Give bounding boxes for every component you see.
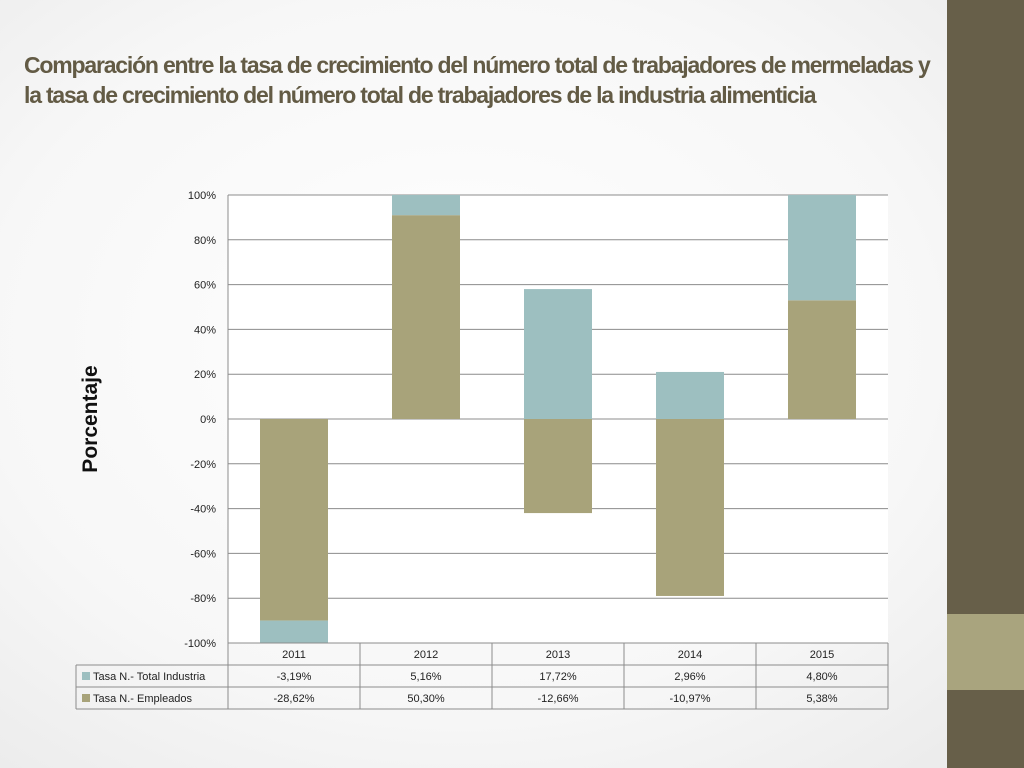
- legend-label: Tasa N.- Total Industria: [93, 671, 206, 683]
- y-tick-label: 100%: [188, 190, 216, 202]
- bar-tasa-n-total-industria-2014: [656, 371, 724, 419]
- y-tick-label: -40%: [190, 504, 216, 516]
- side-panel-dark-top: [947, 0, 1024, 614]
- slide-title: Comparación entre la tasa de crecimiento…: [24, 52, 931, 108]
- legend-swatch: [82, 672, 90, 680]
- bar-tasa-n-empleados-2011: [260, 419, 328, 621]
- data-label: 5,38%: [806, 693, 837, 705]
- y-tick-label: -60%: [190, 548, 216, 560]
- data-label: -28,62%: [274, 693, 315, 705]
- side-panel-dark-bottom: [947, 690, 1024, 768]
- y-tick-label: 80%: [194, 235, 216, 247]
- data-label: 50,30%: [407, 693, 445, 705]
- data-label: -12,66%: [538, 693, 579, 705]
- y-tick-label: 20%: [194, 369, 216, 381]
- y-tick-label: 40%: [194, 324, 216, 336]
- x-category-label: 2014: [678, 649, 702, 661]
- legend-swatch: [82, 694, 90, 702]
- data-label: 2,96%: [674, 671, 705, 683]
- y-tick-label: -100%: [184, 638, 216, 650]
- x-category-label: 2013: [546, 649, 570, 661]
- data-label: -3,19%: [277, 671, 312, 683]
- legend-label: Tasa N.- Empleados: [93, 693, 193, 705]
- y-axis-title: Porcentaje: [79, 365, 102, 472]
- bar-tasa-n-empleados-2015: [788, 300, 856, 419]
- y-tick-label: -20%: [190, 459, 216, 471]
- bar-tasa-n-empleados-2013: [524, 419, 592, 514]
- stacked-bar-chart: 100% 80% 60% 40% 20% 0% -20% -40% -60% -80% -100% 2…: [75, 190, 889, 710]
- bar-tasa-n-total-industria-2013: [524, 289, 592, 419]
- bar-tasa-n-total-industria-2012: [392, 195, 460, 216]
- bar-tasa-n-empleados-2014: [656, 419, 724, 596]
- data-label: 17,72%: [539, 671, 577, 683]
- x-category-label: 2011: [282, 649, 306, 661]
- bar-tasa-n-total-industria-2011: [260, 620, 328, 643]
- y-tick-label: 0%: [200, 414, 216, 426]
- data-label: 5,16%: [410, 671, 441, 683]
- y-tick-label: 60%: [194, 280, 216, 292]
- y-tick-label: -80%: [190, 593, 216, 605]
- side-panel-accent: [947, 614, 1024, 690]
- data-label: -10,97%: [670, 693, 711, 705]
- x-category-label: 2012: [414, 649, 438, 661]
- bar-tasa-n-empleados-2012: [392, 215, 460, 419]
- bar-tasa-n-total-industria-2015: [788, 195, 856, 301]
- x-category-label: 2015: [810, 649, 834, 661]
- data-label: 4,80%: [806, 671, 837, 683]
